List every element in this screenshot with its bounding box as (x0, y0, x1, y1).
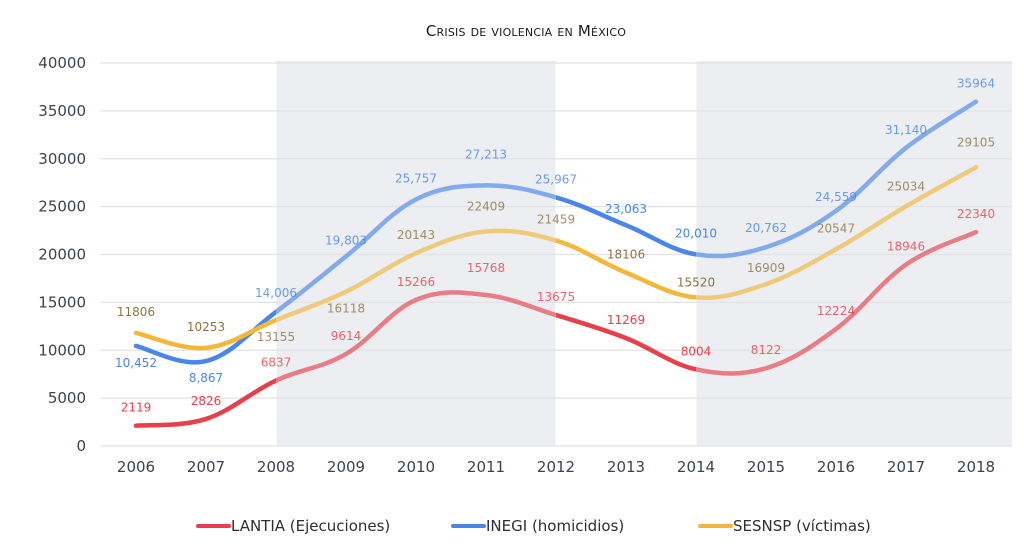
x-axis-ticks: 2006 2007 2008 2009 2010 2011 2012 2013 2014 2015… (117, 458, 995, 476)
legend-label: SESNSP (víctimas) (733, 517, 871, 535)
data-label: 16909 (747, 261, 785, 275)
data-label: 8122 (751, 343, 782, 357)
data-label: 11269 (607, 313, 645, 327)
data-label: 9614 (331, 329, 362, 343)
data-label: 8004 (681, 344, 712, 358)
series-line-0 (133, 229, 979, 428)
x-tick-label: 2012 (537, 458, 575, 476)
data-label: 10,452 (115, 356, 157, 370)
x-tick-label: 2016 (817, 458, 855, 476)
x-tick-label: 2015 (747, 458, 785, 476)
series-lines (133, 99, 979, 428)
data-label: 20,010 (675, 226, 717, 240)
x-tick-label: 2017 (887, 458, 925, 476)
data-label: 6837 (261, 356, 292, 370)
y-axis-ticks: 0 5000 10000 15000 20000 25000 30000 35000 40000 (38, 54, 86, 455)
y-tick-label: 5000 (48, 389, 86, 407)
data-label: 24,559 (815, 190, 857, 204)
data-label: 29105 (957, 135, 995, 149)
data-label: 22340 (957, 207, 995, 221)
data-label: 13675 (537, 290, 575, 304)
series-line-1 (133, 99, 979, 365)
data-label: 20,762 (745, 221, 787, 235)
legend: LANTIA (Ejecuciones) INEGI (homicidios) SE… (196, 517, 871, 535)
y-tick-label: 35000 (38, 102, 86, 120)
data-label: 25,757 (395, 171, 437, 185)
data-label: 15520 (677, 275, 715, 289)
data-label: 15768 (467, 261, 505, 275)
data-label: 12224 (817, 304, 855, 318)
data-label: 31,140 (885, 123, 927, 137)
data-label: 20547 (817, 221, 855, 235)
x-tick-label: 2007 (187, 458, 225, 476)
legend-label: LANTIA (Ejecuciones) (231, 517, 390, 535)
y-tick-label: 30000 (38, 150, 86, 168)
series-path-shaded (276, 229, 979, 428)
data-label: 16118 (327, 302, 365, 316)
data-label: 10253 (187, 320, 225, 334)
data-label: 14,006 (255, 286, 297, 300)
gridlines (100, 62, 1012, 447)
y-tick-label: 0 (76, 437, 86, 455)
data-label: 25,967 (535, 172, 577, 186)
data-label: 2119 (121, 401, 152, 415)
data-label: 27,213 (465, 147, 507, 161)
legend-item-2[interactable]: SESNSP (víctimas) (698, 517, 871, 535)
series-path-shaded (276, 99, 979, 365)
data-label: 18946 (887, 240, 925, 254)
legend-item-0[interactable]: LANTIA (Ejecuciones) (196, 517, 390, 535)
y-tick-label: 20000 (38, 246, 86, 264)
data-label: 21459 (537, 213, 575, 227)
x-tick-label: 2011 (467, 458, 505, 476)
x-tick-label: 2008 (257, 458, 295, 476)
x-tick-label: 2009 (327, 458, 365, 476)
series-line-2 (133, 165, 979, 351)
data-label: 13155 (257, 330, 295, 344)
chart-title: Crisis de violencia en México (426, 22, 626, 40)
data-label: 8,867 (189, 371, 223, 385)
x-tick-label: 2010 (397, 458, 435, 476)
y-tick-label: 40000 (38, 54, 86, 72)
data-label: 23,063 (605, 202, 647, 216)
y-tick-label: 10000 (38, 341, 86, 359)
data-label: 18106 (607, 248, 645, 262)
x-tick-label: 2014 (677, 458, 715, 476)
data-label: 35964 (957, 77, 995, 91)
data-label: 25034 (887, 179, 925, 193)
data-label: 2826 (191, 394, 222, 408)
data-label: 11806 (117, 305, 155, 319)
x-tick-label: 2018 (957, 458, 995, 476)
legend-item-1[interactable]: INEGI (homicidios) (451, 517, 624, 535)
legend-label: INEGI (homicidios) (486, 517, 624, 535)
data-label: 20143 (397, 228, 435, 242)
x-tick-label: 2006 (117, 458, 155, 476)
data-label: 15266 (397, 275, 435, 289)
data-label: 19,803 (325, 233, 367, 247)
shaded-periods (276, 61, 1012, 446)
y-tick-label: 25000 (38, 198, 86, 216)
data-labels: 2119 2826 6837 9614 15266 15768 13675 11269 8004… (115, 77, 995, 415)
y-tick-label: 15000 (38, 293, 86, 311)
x-tick-label: 2013 (607, 458, 645, 476)
data-label: 22409 (467, 199, 505, 213)
